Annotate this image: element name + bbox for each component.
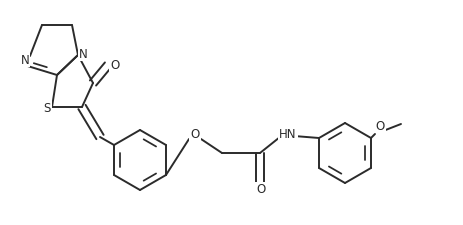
Text: S: S — [44, 102, 50, 115]
Text: N: N — [21, 54, 29, 67]
Text: HN: HN — [279, 127, 297, 140]
Text: N: N — [79, 48, 88, 61]
Text: O: O — [190, 128, 200, 141]
Text: O: O — [375, 120, 385, 133]
Text: O: O — [110, 59, 119, 72]
Text: O: O — [257, 183, 266, 196]
